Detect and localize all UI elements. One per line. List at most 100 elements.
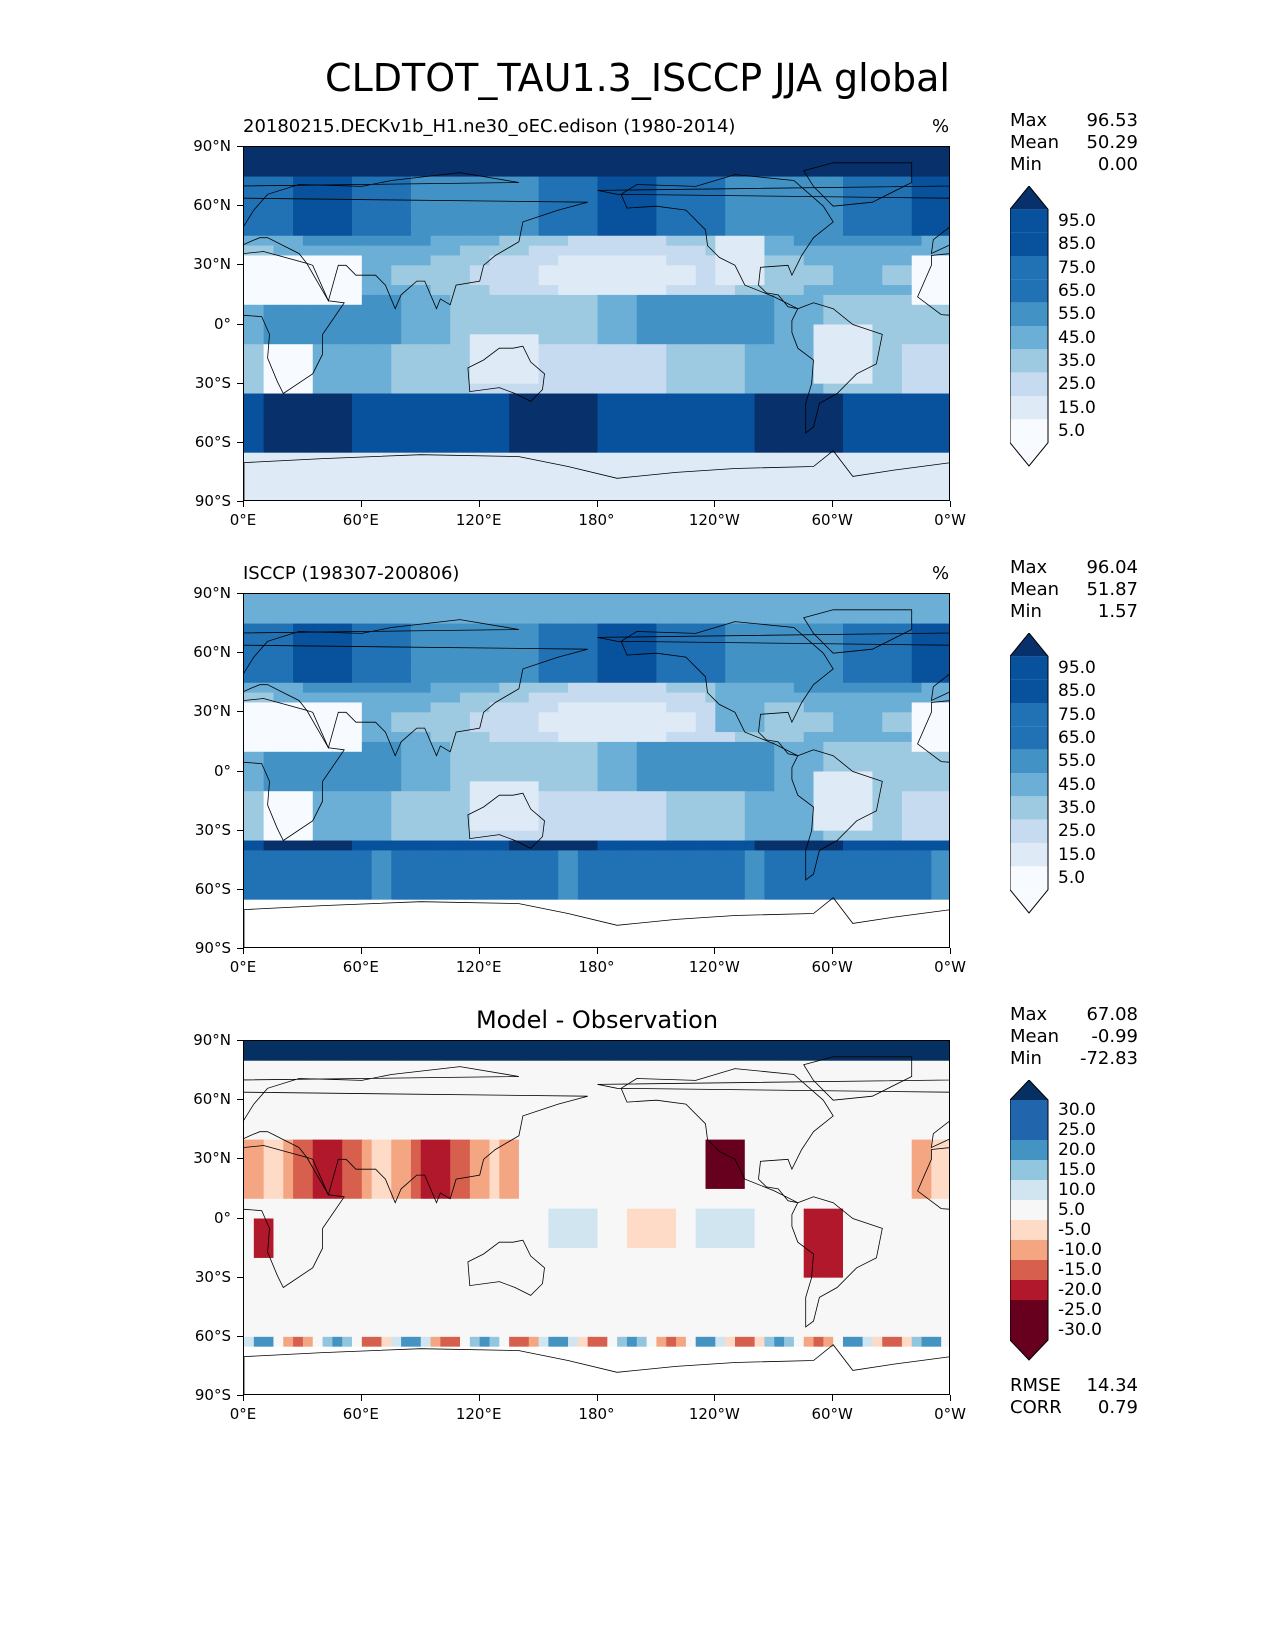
field-cell xyxy=(381,423,392,434)
field-cell xyxy=(558,633,569,644)
field-cell xyxy=(538,722,549,733)
field-cell xyxy=(607,830,618,842)
field-cell xyxy=(607,462,618,473)
field-cell xyxy=(518,334,530,345)
field-cell xyxy=(479,702,490,713)
field-cell xyxy=(931,147,942,158)
field-cell xyxy=(312,771,324,782)
field-cell xyxy=(705,472,716,483)
field-cell xyxy=(381,492,392,500)
field-cell xyxy=(460,265,471,276)
field-cell xyxy=(489,771,500,782)
field-cell xyxy=(273,363,284,375)
field-cell xyxy=(568,492,579,500)
field-cell xyxy=(293,462,304,473)
field-cell xyxy=(322,206,333,217)
field-cell xyxy=(636,423,648,434)
field-cell xyxy=(352,810,363,822)
field-cell xyxy=(872,613,883,625)
field-cell xyxy=(460,801,471,812)
field-cell xyxy=(911,633,923,644)
field-cell xyxy=(538,482,549,493)
field-cell xyxy=(617,413,628,424)
field-cell xyxy=(371,722,382,733)
field-cell xyxy=(774,235,785,247)
field-cell xyxy=(626,712,638,723)
field-cell xyxy=(293,870,304,881)
field-cell xyxy=(774,732,785,743)
field-cell xyxy=(293,741,304,753)
field-cell xyxy=(705,275,716,286)
field-cell xyxy=(430,363,441,375)
field-cell xyxy=(921,482,932,493)
field-cell xyxy=(744,830,756,842)
field-cell xyxy=(882,643,893,654)
field-cell xyxy=(892,245,903,256)
field-cell xyxy=(469,344,481,355)
field-cell xyxy=(293,801,304,812)
field-cell xyxy=(882,265,893,276)
field-cell xyxy=(931,879,942,891)
field-cell xyxy=(342,692,353,703)
field-cell xyxy=(499,830,510,842)
field-cell xyxy=(469,889,481,901)
field-cell xyxy=(401,889,412,901)
field-cell xyxy=(450,781,461,792)
field-cell xyxy=(597,324,608,335)
field-cell xyxy=(401,791,412,802)
field-cell xyxy=(312,850,324,861)
field-cell xyxy=(695,147,707,158)
field-cell xyxy=(489,781,500,792)
field-cell xyxy=(352,482,363,493)
field-cell xyxy=(833,603,844,615)
field-cell xyxy=(705,413,716,424)
field-cell xyxy=(774,275,785,286)
field-cell xyxy=(312,889,324,901)
field-cell xyxy=(882,432,893,444)
field-cell xyxy=(725,294,736,306)
field-cell xyxy=(872,810,883,822)
field-cell xyxy=(273,682,284,694)
field-cell xyxy=(764,741,775,753)
field-cell xyxy=(764,225,775,237)
field-cell xyxy=(499,423,510,434)
field-cell xyxy=(371,324,382,335)
field-cell xyxy=(676,653,687,664)
field-cell xyxy=(450,870,461,881)
field-cell xyxy=(302,432,314,444)
field-cell xyxy=(823,492,834,500)
field-cell xyxy=(666,413,677,424)
field-cell xyxy=(892,492,903,500)
field-cell xyxy=(862,255,873,266)
field-cell xyxy=(244,294,255,306)
field-cell xyxy=(577,623,589,634)
field-cell xyxy=(666,732,677,743)
field-cell xyxy=(636,294,648,306)
field-cell xyxy=(489,166,500,178)
field-cell xyxy=(764,722,775,733)
field-cell xyxy=(558,653,569,664)
field-cell xyxy=(577,255,589,266)
field-cell xyxy=(931,889,942,901)
field-cell xyxy=(862,663,873,674)
field-cell xyxy=(332,196,343,207)
field-cell xyxy=(302,442,314,454)
field-cell xyxy=(793,482,805,493)
field-cell xyxy=(842,216,854,227)
field-cell xyxy=(754,314,765,325)
field-cell xyxy=(626,304,638,316)
field-cell xyxy=(342,482,353,493)
field-cell xyxy=(744,603,756,615)
field-cell xyxy=(705,334,716,345)
field-cell xyxy=(666,432,677,444)
field-cell xyxy=(528,176,540,187)
field-cell xyxy=(332,741,343,753)
field-cell xyxy=(784,423,795,434)
field-cell xyxy=(931,255,942,266)
lon-tick-label: 120°W xyxy=(688,511,740,529)
field-cell xyxy=(705,820,716,832)
colorbar-segment xyxy=(1010,256,1048,280)
field-cell xyxy=(558,741,569,753)
field-cell xyxy=(430,771,441,782)
field-cell xyxy=(548,850,559,861)
